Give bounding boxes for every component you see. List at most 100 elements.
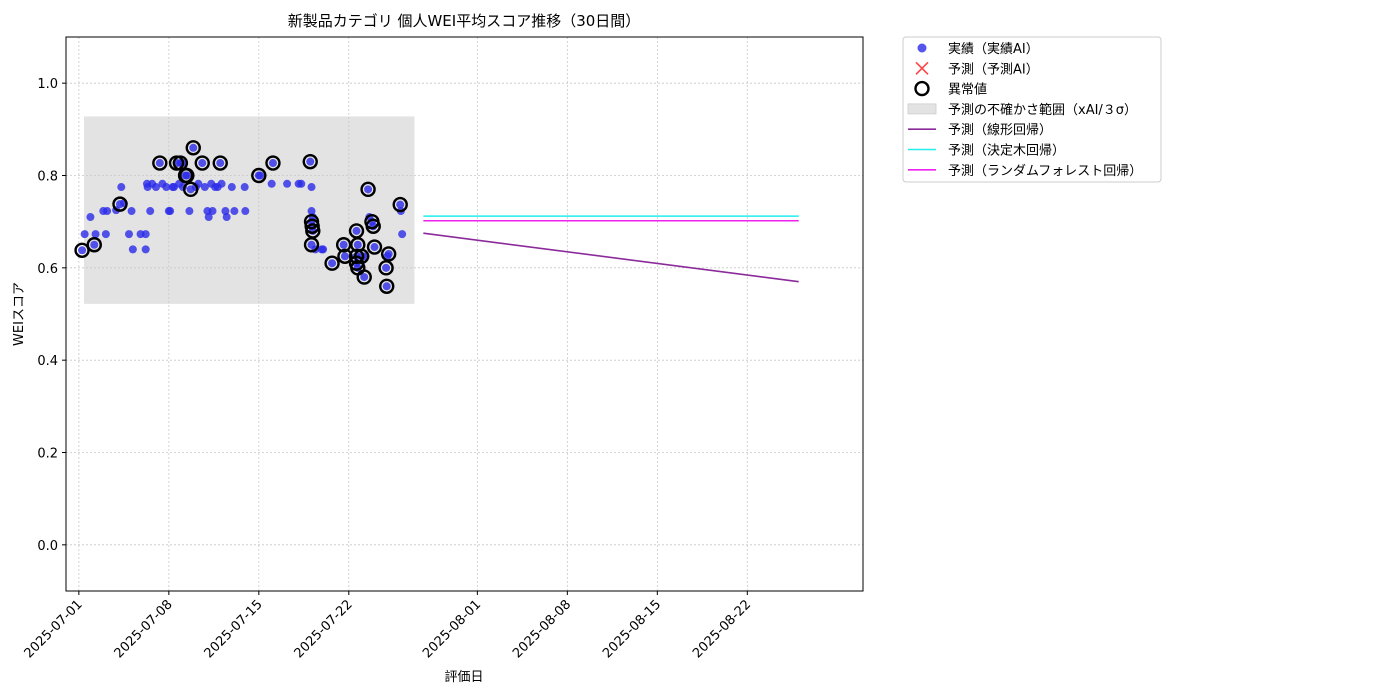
actual-point: [155, 159, 164, 168]
anomaly-point: [172, 155, 189, 171]
legend-item-actual: 実績（実績AI）: [917, 41, 1039, 57]
x-axis-label: 評価日: [444, 670, 483, 685]
actual-point: [398, 230, 407, 239]
actual-point: [166, 207, 175, 216]
x-tick-label: 2025-08-15: [600, 597, 664, 661]
anomaly-point: [185, 140, 201, 156]
x-tick-label: 2025-08-08: [510, 597, 574, 661]
actual-point: [319, 245, 328, 254]
actual-point: [360, 273, 369, 282]
actual-point: [208, 207, 217, 216]
actual-point: [370, 243, 379, 252]
legend-marker-x: [915, 61, 929, 75]
actual-point: [182, 171, 191, 180]
x-tick-label: 2025-07-22: [292, 597, 356, 661]
actual-point: [80, 230, 89, 239]
actual-point: [204, 213, 213, 222]
actual-point: [307, 207, 316, 216]
actual-point: [217, 179, 226, 188]
anomaly-point: [86, 237, 102, 253]
legend-item-linear: 予測（線形回帰）: [908, 122, 1052, 138]
anomaly-point: [182, 181, 199, 198]
actual-point: [200, 183, 209, 192]
actual-point: [221, 207, 230, 216]
anomaly-point: [74, 242, 90, 258]
actual-point: [91, 230, 100, 239]
legend-marker-ring: [914, 80, 930, 97]
grid-layer: [66, 37, 863, 591]
actual-point: [328, 259, 337, 268]
actual-point: [353, 240, 362, 249]
actual-point: [364, 185, 373, 194]
anomaly-point: [251, 167, 267, 184]
anomaly-point: [265, 155, 281, 171]
chart-title: 新製品カテゴリ 個人WEI平均スコア推移（30日間）: [288, 12, 641, 30]
legend-item-forest: 予測（ランダムフォレスト回帰）: [908, 163, 1142, 179]
actual-point: [352, 226, 361, 235]
actual-point: [198, 159, 207, 168]
legend-label: 予測（決定木回帰）: [948, 143, 1065, 159]
x-axis: 2025-07-01 2025-07-08 2025-07-15 2025-07-22…: [22, 591, 754, 661]
y-tick-label: 0.4: [37, 354, 58, 369]
actual-point: [382, 263, 391, 272]
anomaly-point: [348, 248, 365, 264]
anomaly-point: [212, 155, 228, 171]
actual-point: [222, 213, 231, 222]
actual-point: [240, 183, 249, 192]
actual-point: [340, 252, 349, 261]
forecast-line-linear: [423, 232, 799, 283]
actual-point: [339, 240, 348, 249]
legend-label: 予測（線形回帰）: [948, 122, 1052, 138]
actual-point: [128, 245, 137, 254]
anomaly-point: [392, 196, 408, 213]
x-tick-label: 2025-07-01: [22, 597, 86, 661]
actual-point: [306, 157, 315, 166]
anomaly-point: [379, 278, 395, 294]
legend-label: 予測の不確かさ範囲（xAI/３σ）: [948, 102, 1137, 118]
plot-frame: [65, 36, 864, 592]
anomaly-point: [152, 155, 168, 171]
anomaly-point: [360, 181, 376, 198]
legend-item-band: 予測の不確かさ範囲（xAI/３σ）: [907, 102, 1137, 118]
legend-item-forecast_x: 予測（予測AI）: [915, 61, 1039, 77]
anomaly-point: [302, 153, 318, 170]
anomaly-point: [337, 248, 353, 264]
legend-box: [902, 36, 1162, 183]
legend-item-tree: 予測（決定木回帰）: [908, 143, 1065, 159]
y-tick-label: 1.0: [37, 77, 58, 92]
actual-point: [151, 183, 160, 192]
x-tick-label: 2025-08-01: [420, 597, 484, 661]
x-tick-label: 2025-07-08: [112, 597, 176, 661]
anomaly-point: [366, 239, 383, 255]
actual-point: [230, 207, 239, 216]
anomaly-points-layer: [74, 140, 408, 294]
actual-point: [297, 179, 306, 188]
actual-point: [268, 159, 277, 168]
actual-point: [189, 143, 198, 152]
anomaly-point: [378, 260, 394, 276]
actual-point: [396, 200, 405, 209]
actual-point: [101, 230, 110, 239]
y-tick-label: 0.8: [37, 170, 58, 185]
forecast-lines-layer: [423, 215, 799, 283]
actual-point: [146, 207, 155, 216]
actual-point: [117, 183, 126, 192]
anomaly-point: [112, 196, 128, 212]
anomaly-point: [380, 246, 397, 262]
y-tick-label: 0.0: [37, 539, 58, 554]
anomaly-point: [356, 269, 372, 285]
anomaly-point: [179, 167, 195, 184]
actual-point: [384, 249, 393, 258]
x-tick-label: 2025-08-22: [690, 597, 754, 661]
y-tick-label: 0.6: [37, 262, 58, 277]
actual-point: [382, 282, 391, 291]
anomaly-point: [324, 255, 340, 271]
actual-point: [267, 179, 276, 188]
legend-item-anomaly: 異常値: [914, 80, 987, 98]
anomaly-point: [353, 248, 370, 264]
legend-label: 異常値: [948, 82, 987, 98]
actual-point: [103, 207, 112, 216]
actual-point: [283, 179, 292, 188]
anomaly-point: [194, 155, 210, 171]
